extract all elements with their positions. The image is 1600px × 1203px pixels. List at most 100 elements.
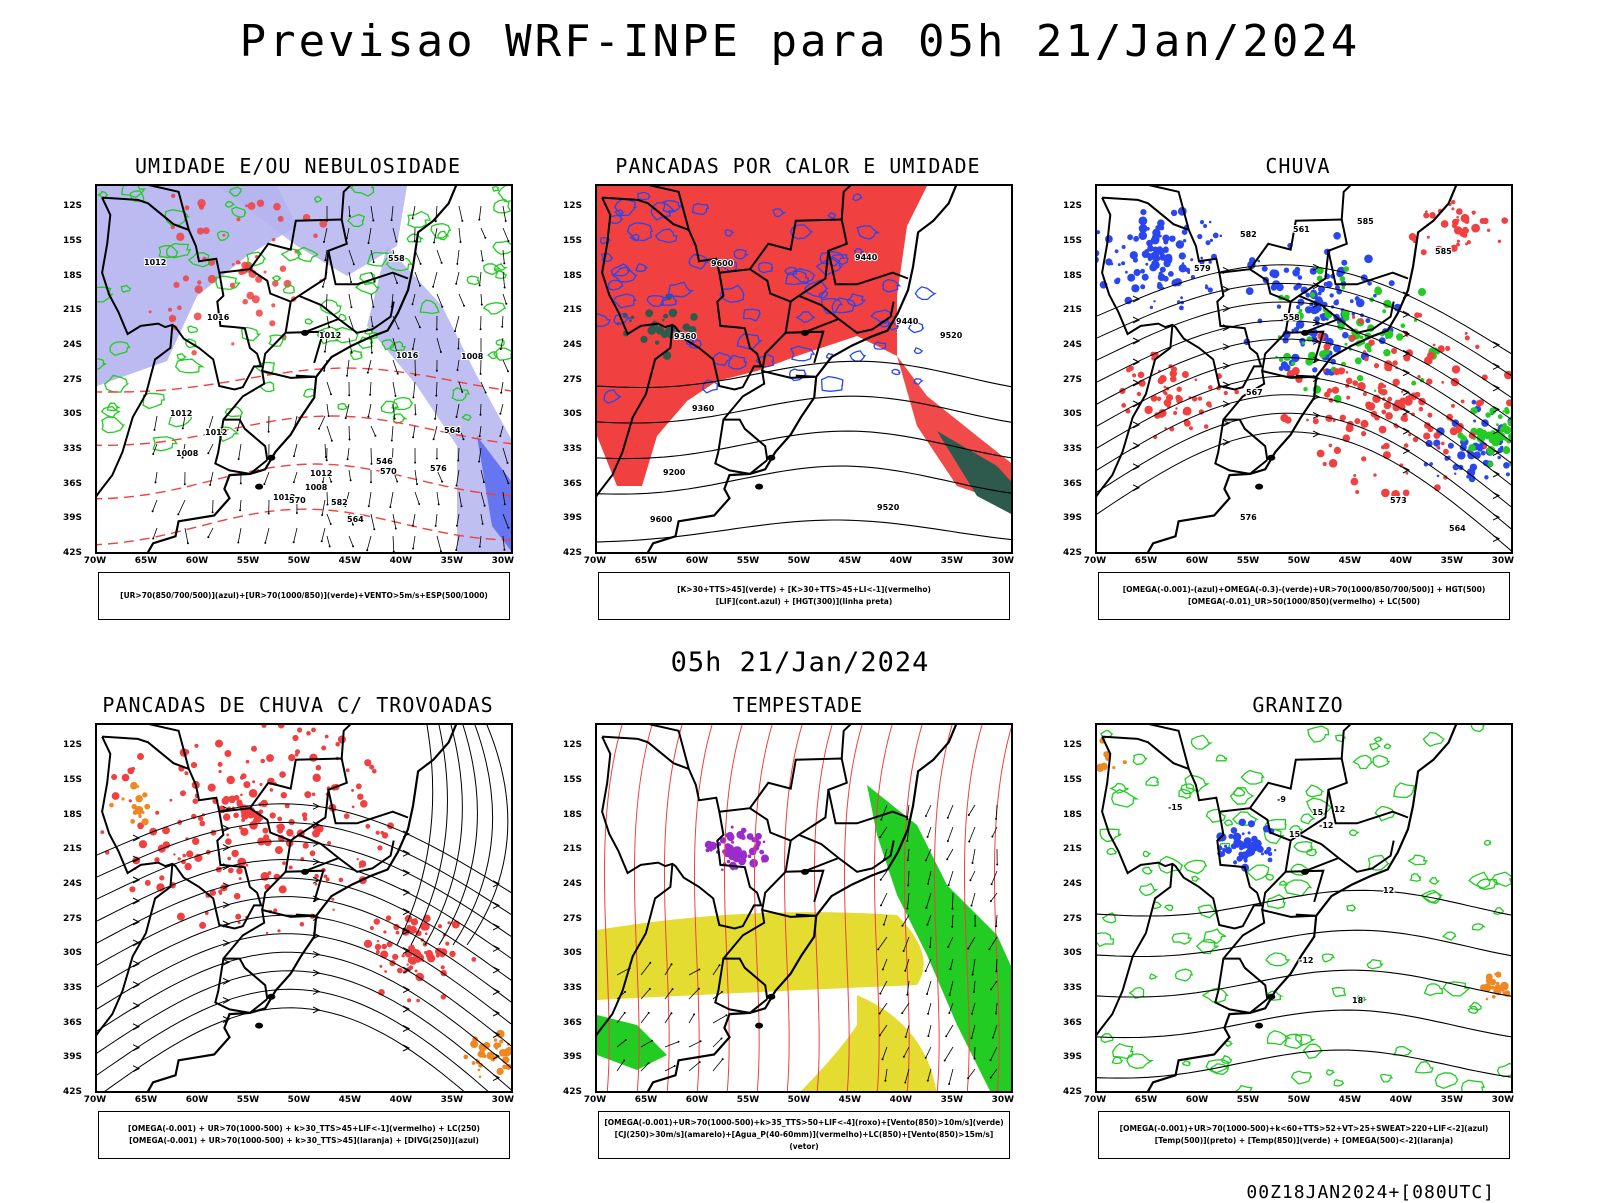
legend-line: [LIF](cont.azul) + [HGT(300)](linha pret…: [716, 596, 893, 608]
latitude-tick-label: 36S: [63, 479, 82, 489]
longitude-tick-label: 35W: [441, 556, 463, 566]
contour-label: 12: [1383, 886, 1394, 895]
legend-line: [OMEGA(-0.001)+UR>70(1000-500)+k<60+TTS>…: [1120, 1123, 1489, 1135]
contour-label: 564: [347, 515, 364, 524]
longitude-tick-label: 30W: [1492, 1095, 1514, 1105]
latitude-tick-label: 12S: [563, 201, 582, 211]
latitude-tick-label: 30S: [1063, 409, 1082, 419]
longitude-tick-label: 55W: [737, 556, 759, 566]
contour-label: 15: [1312, 808, 1324, 817]
contour-label: 9440: [896, 317, 919, 326]
longitude-tick-label: 60W: [1186, 1095, 1208, 1105]
latitude-tick-label: 21S: [1063, 305, 1082, 315]
longitude-tick-label: 60W: [686, 1095, 708, 1105]
legend-line: [CJ(250)>30m/s](amarelo)+[Agua_P(40-60mm…: [603, 1129, 1005, 1153]
latitude-tick-label: 33S: [63, 983, 82, 993]
longitude-tick-label: 60W: [186, 556, 208, 566]
panel-title: TEMPESTADE: [583, 693, 1013, 717]
contour-label: 561: [1293, 225, 1310, 234]
latitude-tick-label: 30S: [563, 948, 582, 958]
latitude-tick-label: 33S: [1063, 983, 1082, 993]
contour-label: 1008: [176, 449, 199, 458]
latitude-tick-label: 33S: [1063, 444, 1082, 454]
contour-label: 1012: [310, 469, 332, 478]
mid-date: 05h 21/Jan/2024: [0, 647, 1600, 678]
contour-label: 1012: [144, 258, 166, 267]
latitude-tick-label: 27S: [563, 914, 582, 924]
panel-title: UMIDADE E/OU NEBULOSIDADE: [83, 154, 513, 178]
legend-box: [OMEGA(-0.001)+UR>70(1000-500)+k>35_TTS>…: [598, 1111, 1010, 1159]
longitude-tick-label: 55W: [237, 556, 259, 566]
contour-label: 585: [1357, 217, 1374, 226]
longitude-tick-label: 30W: [992, 1095, 1014, 1105]
latitude-tick-label: 18S: [1063, 810, 1082, 820]
latitude-tick-label: 21S: [563, 305, 582, 315]
legend-line: [UR>70(850/700/500)](azul)+[UR>70(1000/8…: [120, 590, 488, 602]
contour-label: 570: [380, 467, 397, 476]
contour-label: 576: [1240, 513, 1257, 522]
contour-label: 9600: [650, 515, 673, 524]
latitude-tick-label: 42S: [1063, 548, 1082, 558]
latitude-tick-label: 18S: [563, 810, 582, 820]
contour-label: 9520: [877, 503, 900, 512]
meteorological-fields: [100, 725, 513, 1078]
longitude-tick-label: 40W: [1390, 556, 1412, 566]
longitude-tick-label: 35W: [1441, 1095, 1463, 1105]
contour-label: 570: [289, 496, 306, 505]
longitude-tick-label: 50W: [1288, 556, 1310, 566]
contour-label: 15: [1289, 830, 1301, 839]
latitude-tick-label: 39S: [1063, 1052, 1082, 1062]
latitude-tick-label: 24S: [563, 879, 582, 889]
longitude-tick-label: 70W: [84, 1095, 106, 1105]
latitude-tick-label: 15S: [1063, 775, 1082, 785]
latitude-tick-label: 30S: [1063, 948, 1082, 958]
longitude-tick-label: 50W: [788, 556, 810, 566]
latitude-tick-label: 12S: [63, 201, 82, 211]
legend-line: [OMEGA(-0.001) + UR>70(1000-500) + k>30_…: [129, 1135, 479, 1147]
map-plot: [595, 723, 1013, 1093]
legend-line: [Temp(500)](preto) + [Temp(850)](verde) …: [1155, 1135, 1453, 1147]
latitude-tick-label: 15S: [563, 236, 582, 246]
contour-label: 567: [1246, 388, 1263, 397]
latitude-tick-label: 42S: [563, 548, 582, 558]
longitude-tick-label: 65W: [635, 1095, 657, 1105]
latitude-tick-label: 15S: [63, 775, 82, 785]
contour-label: 9440: [855, 253, 878, 262]
contour-label: 582: [331, 498, 348, 507]
contour-label: 582: [1240, 230, 1257, 239]
contour-label: 546: [376, 457, 393, 466]
latitude-tick-label: 36S: [1063, 1018, 1082, 1028]
latitude-tick-label: 18S: [1063, 271, 1082, 281]
longitude-tick-label: 60W: [1186, 556, 1208, 566]
latitude-tick-label: 30S: [563, 409, 582, 419]
longitude-tick-label: 70W: [1084, 556, 1106, 566]
contour-label: 18: [1352, 996, 1364, 1005]
latitude-tick-label: 27S: [1063, 914, 1082, 924]
longitude-tick-label: 45W: [339, 1095, 361, 1105]
longitude-tick-label: 45W: [1339, 1095, 1361, 1105]
latitude-tick-label: 36S: [563, 1018, 582, 1028]
panel-title: CHUVA: [1083, 154, 1513, 178]
longitude-tick-label: 40W: [890, 1095, 912, 1105]
longitude-tick-label: 45W: [1339, 556, 1361, 566]
contour-label: 558: [1283, 313, 1300, 322]
contour-label: -9: [1277, 795, 1286, 804]
latitude-tick-label: 12S: [1063, 201, 1082, 211]
longitude-tick-label: 50W: [1288, 1095, 1310, 1105]
latitude-tick-label: 27S: [1063, 375, 1082, 385]
legend-box: [OMEGA(-0.001)-(azul)+OMEGA(-0.3)-(verde…: [1098, 572, 1510, 620]
latitude-tick-label: 21S: [1063, 844, 1082, 854]
latitude-tick-label: 24S: [1063, 879, 1082, 889]
latitude-tick-label: 15S: [1063, 236, 1082, 246]
contour-label: 579: [1194, 264, 1211, 273]
